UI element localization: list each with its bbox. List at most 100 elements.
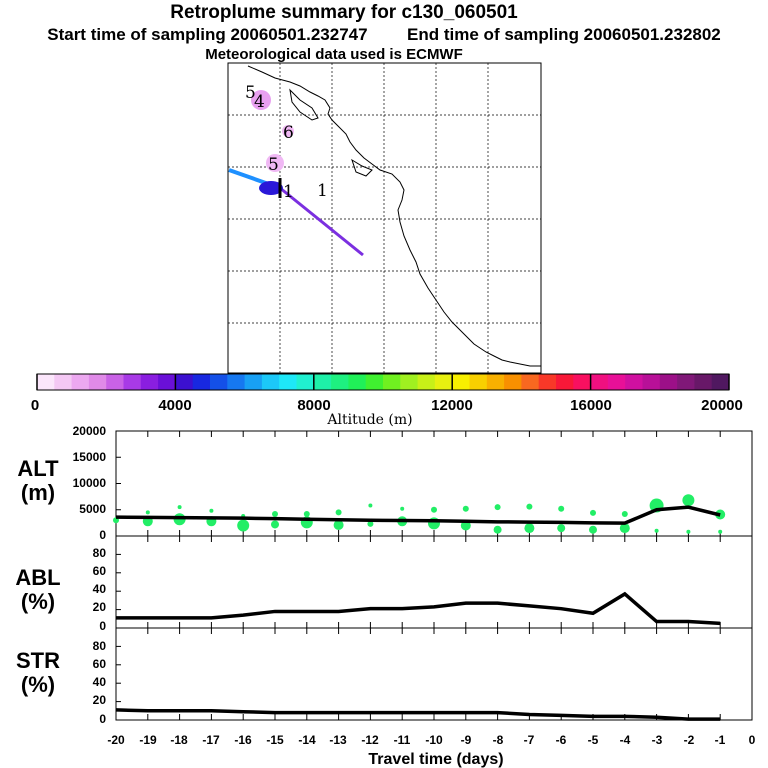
day-circle-5 bbox=[266, 154, 284, 172]
colorbar-swatch bbox=[383, 374, 401, 390]
colorbar-swatch bbox=[279, 374, 297, 390]
altitude-dot bbox=[431, 506, 437, 513]
altitude-dot bbox=[558, 505, 565, 512]
colorbar-tick-label: 8000 bbox=[297, 397, 330, 414]
alt-ylabel-unit: (m) bbox=[21, 480, 55, 505]
x-tick-labels: -20 -19 -18 -17 -16 -15 -14 -13 -12 -11 … bbox=[107, 733, 755, 747]
colorbar-swatch bbox=[175, 374, 194, 390]
colorbar-swatch bbox=[227, 374, 246, 390]
altitude-dot bbox=[686, 529, 691, 534]
colorbar-swatch bbox=[573, 374, 592, 390]
colorbar-swatch bbox=[452, 374, 470, 390]
colorbar-swatch bbox=[694, 374, 713, 390]
altitude-dot bbox=[333, 519, 344, 530]
abl-ytick-label: 60 bbox=[93, 564, 107, 578]
day-label: 5 bbox=[245, 83, 256, 103]
abl-ytick-label: 0 bbox=[99, 619, 106, 633]
day-circle-6 bbox=[282, 125, 294, 137]
colorbar-swatch bbox=[296, 374, 315, 390]
colorbar-swatch bbox=[521, 374, 540, 390]
day-label: 6 bbox=[283, 123, 294, 143]
altitude-dot bbox=[145, 510, 150, 515]
abl-ytick-label: 20 bbox=[93, 600, 107, 614]
colorbar-tick-label: 12000 bbox=[431, 397, 473, 414]
colorbar-swatch bbox=[504, 374, 522, 390]
colorbar-swatch bbox=[261, 374, 280, 390]
x-tick-label: -1 bbox=[715, 733, 726, 747]
alt-panel-series-line bbox=[115, 505, 721, 525]
x-tick-label: -10 bbox=[425, 733, 443, 747]
altitude-dot bbox=[590, 509, 596, 516]
day-circle-4 bbox=[251, 90, 271, 110]
altitude-dot bbox=[237, 519, 250, 532]
x-tick-label: -7 bbox=[524, 733, 535, 747]
abl-panel-frame bbox=[115, 535, 753, 629]
x-tick-label: -17 bbox=[202, 733, 220, 747]
altitude-dot bbox=[462, 505, 469, 512]
colorbar-swatch bbox=[348, 374, 367, 390]
altitude-dot bbox=[367, 520, 374, 527]
alt-ytick-label: 10000 bbox=[73, 476, 107, 490]
day-label: 1 bbox=[283, 182, 294, 202]
str-ytick-label: 60 bbox=[93, 657, 107, 671]
day-label: 4 bbox=[254, 92, 265, 112]
colorbar-swatch bbox=[37, 374, 55, 390]
map-panel: 5 4 6 5 1 1 bbox=[227, 62, 542, 374]
x-tick-label: -4 bbox=[620, 733, 631, 747]
colorbar-swatch bbox=[434, 374, 453, 390]
x-tick-label: -6 bbox=[556, 733, 567, 747]
altitude-dot bbox=[209, 508, 214, 513]
altitude-dot bbox=[335, 509, 342, 516]
colorbar-swatch bbox=[88, 374, 107, 390]
altitude-dot bbox=[494, 504, 501, 511]
x-tick-label: -11 bbox=[394, 733, 411, 747]
colorbar-swatch bbox=[469, 374, 488, 390]
trajectory-cluster bbox=[259, 181, 283, 195]
abl-ytick-label: 40 bbox=[93, 582, 107, 596]
start-time-label: Start time of sampling 20060501.232747 bbox=[47, 25, 368, 44]
time-series-panels bbox=[113, 430, 753, 721]
colorbar-swatch bbox=[625, 374, 643, 390]
x-axis-label: Travel time (days) bbox=[368, 751, 503, 768]
x-tick-label: -13 bbox=[329, 733, 347, 747]
altitude-dot bbox=[619, 523, 630, 534]
coastline bbox=[247, 65, 541, 367]
day-label: 1 bbox=[317, 181, 328, 201]
end-time-label: End time of sampling 20060501.232802 bbox=[407, 25, 721, 44]
colorbar-swatch bbox=[331, 374, 349, 390]
x-tick-label: -18 bbox=[170, 733, 188, 747]
day-label: 5 bbox=[268, 155, 279, 175]
altitude-colorbar bbox=[36, 373, 730, 391]
abl-ylabel: ABL bbox=[15, 565, 60, 590]
map-frame bbox=[227, 62, 542, 374]
altitude-dot bbox=[271, 520, 279, 529]
sampling-times: Start time of sampling 20060501.232747 E… bbox=[0, 25, 768, 45]
colorbar-swatch bbox=[244, 374, 263, 390]
str-panel bbox=[115, 627, 753, 721]
altitude-dot bbox=[400, 506, 405, 511]
trajectory-southeast bbox=[279, 186, 364, 257]
colorbar-tick-label: 4000 bbox=[158, 397, 191, 414]
alt-ytick-label: 15000 bbox=[73, 450, 107, 464]
x-tick-label: 0 bbox=[749, 733, 756, 747]
colorbar-swatch bbox=[607, 374, 626, 390]
altitude-dot bbox=[682, 494, 695, 507]
altitude-dot bbox=[718, 529, 723, 534]
colorbar-swatch bbox=[365, 374, 384, 390]
abl-ylabel-unit: (%) bbox=[21, 589, 55, 614]
colorbar-swatch bbox=[71, 374, 90, 390]
colorbar-swatch bbox=[556, 374, 574, 390]
alt-panel bbox=[113, 430, 753, 537]
alt-ytick-label: 5000 bbox=[79, 502, 106, 516]
alt-ytick-label: 20000 bbox=[73, 424, 107, 438]
str-panel-series-line bbox=[115, 708, 721, 721]
altitude-dot bbox=[272, 510, 278, 517]
chart-title: Retroplume summary for c130_060501 bbox=[170, 2, 518, 23]
colorbar-swatch bbox=[677, 374, 695, 390]
colorbar-swatch bbox=[313, 374, 332, 390]
colorbar-swatch bbox=[210, 374, 228, 390]
str-panel-frame bbox=[115, 627, 753, 721]
colorbar-swatch bbox=[417, 374, 436, 390]
abl-panel-series-line bbox=[116, 591, 721, 626]
